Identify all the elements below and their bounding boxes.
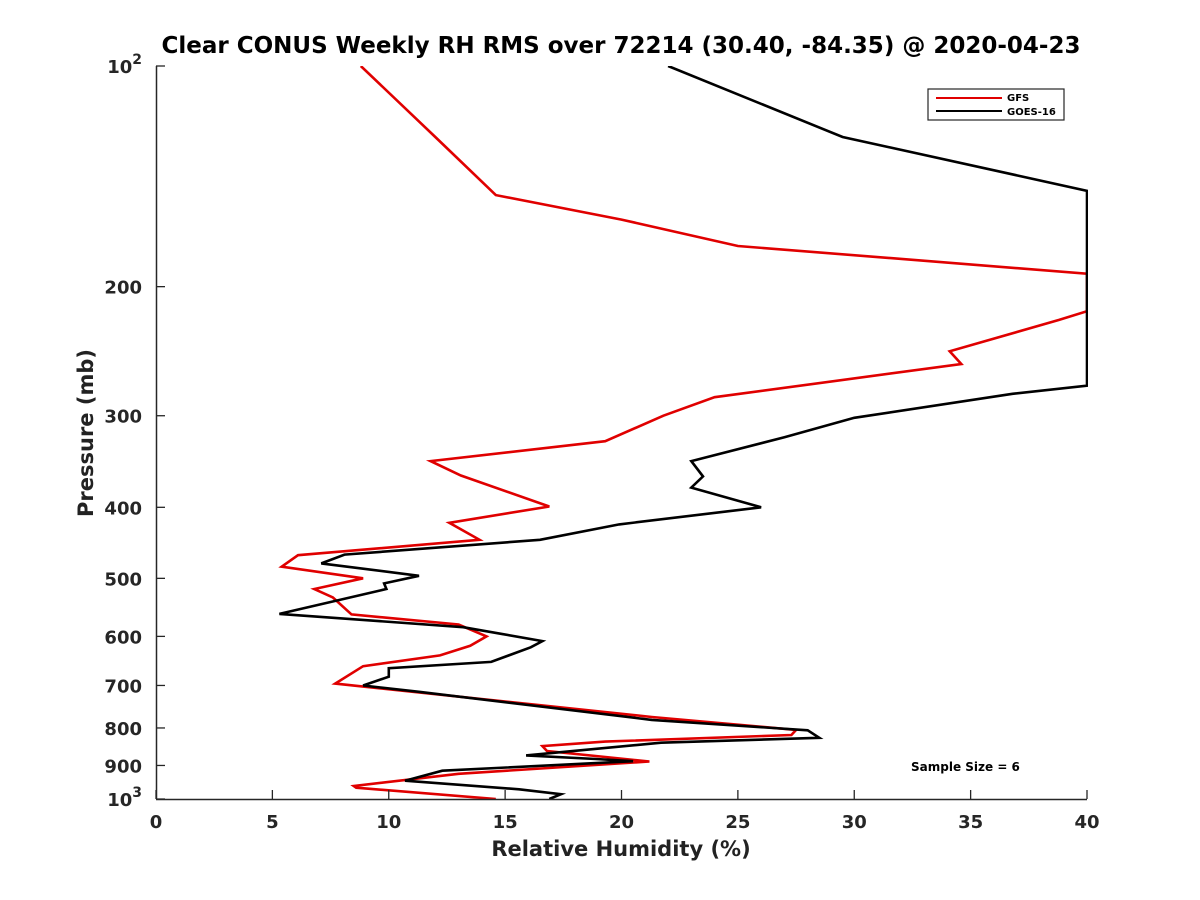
x-tick-label: 10 xyxy=(376,812,401,833)
legend-label-goes16: GOES-16 xyxy=(1007,107,1056,118)
x-tick-label: 30 xyxy=(842,812,867,833)
x-tick-label: 5 xyxy=(266,812,279,833)
x-tick-label: 25 xyxy=(725,812,750,833)
y-tick-label: 900 xyxy=(104,756,142,777)
legend-label-gfs: GFS xyxy=(1007,93,1029,104)
series-line-goes16 xyxy=(279,66,1088,799)
y-tick-label: 600 xyxy=(104,627,142,648)
y-tick-label: 500 xyxy=(104,569,142,590)
y-tick-label: 103 xyxy=(107,785,142,811)
x-tick-label: 15 xyxy=(493,812,518,833)
plot-area: 0 5 10 15 20 25 30 35 40 102 200 300 400 500 600 700 80… xyxy=(104,52,1099,833)
y-tick-label: 700 xyxy=(104,676,142,697)
legend: GFS GOES-16 xyxy=(927,88,1065,121)
y-tick-label: 800 xyxy=(104,719,142,740)
x-tick-label: 0 xyxy=(150,812,163,833)
chart-title: Clear CONUS Weekly RH RMS over 72214 (30… xyxy=(162,33,1081,59)
x-ticks: 0 5 10 15 20 25 30 35 40 xyxy=(150,790,1100,833)
x-axis-label: Relative Humidity (%) xyxy=(491,837,750,861)
x-tick-label: 35 xyxy=(958,812,983,833)
legend-box xyxy=(927,88,1065,121)
sample-size-annotation: Sample Size = 6 xyxy=(911,760,1020,774)
x-tick-label: 20 xyxy=(609,812,634,833)
y-axis-label: Pressure (mb) xyxy=(74,349,98,517)
y-tick-label: 300 xyxy=(104,407,142,428)
plot-background xyxy=(156,66,1087,799)
series-line-gfs xyxy=(278,66,1088,799)
y-ticks: 102 200 300 400 500 600 700 800 900 103 xyxy=(104,52,165,811)
x-tick-label: 40 xyxy=(1074,812,1099,833)
y-tick-label: 200 xyxy=(104,278,142,299)
series-group xyxy=(278,66,1088,799)
y-tick-label: 400 xyxy=(104,498,142,519)
y-tick-label: 102 xyxy=(107,52,142,78)
